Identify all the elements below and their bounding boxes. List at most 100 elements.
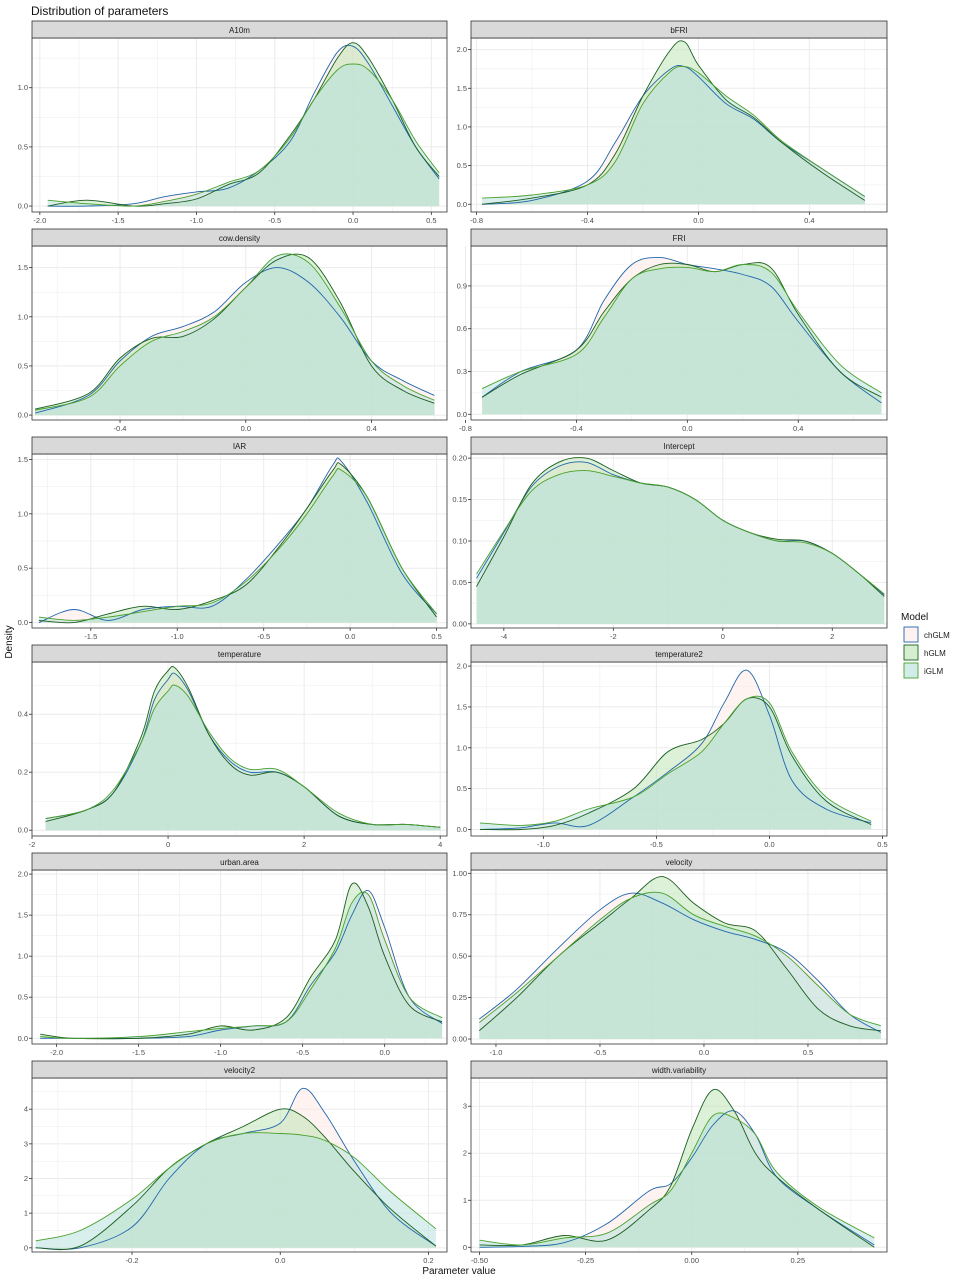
facet-strip-label: FRI [673,234,686,243]
legend-swatch [903,644,919,661]
density-area-iglm [482,264,882,415]
panel-urban-area: urban.area -2.0 -1.5 -1.0 -0.5 0.0 0.0 0.5 1.0 1.… [18,852,448,1057]
density-area-iglm [38,468,437,623]
facet-strip-label: bFRI [670,26,687,35]
density-layer [482,40,866,205]
y-tick-label: 1.0 [457,122,467,131]
y-tick-label: 0.0 [18,202,28,211]
y-tick-label: 0.10 [452,537,467,546]
density-layer [35,1087,437,1251]
facet-strip [31,20,448,39]
facet-panels: A10m -2.0 -1.5 -1.0 -0.5 0.0 0.5 0.0 0.5 1.0 bFRI -… [18,20,888,1265]
x-tick-label: -0.8 [459,424,472,433]
density-layer [476,457,885,624]
density-area-iglm [479,892,881,1039]
facet-strip-label: temperature2 [655,650,703,659]
density-line-iglm [34,253,435,411]
density-layer [479,876,882,1039]
density-line-chglm [35,1087,437,1250]
legend: Model chGLM hGLM iGLM [901,612,950,679]
y-tick-label: 0.0 [18,411,28,420]
x-tick-label: -0.25 [577,1256,594,1265]
facet-strip-label: IAR [233,442,247,451]
x-tick-label: 0.4 [804,216,814,225]
density-line-iglm [47,63,440,207]
x-tick-label: -1.0 [489,1048,502,1057]
x-tick-label: 0 [166,840,170,849]
legend-swatch [903,662,919,679]
panel-a10m: A10m -2.0 -1.5 -1.0 -0.5 0.0 0.5 0.0 0.5 1.0 [18,20,448,225]
density-layer [481,256,882,415]
x-tick-label: 2 [302,840,306,849]
y-tick-label: 1 [24,1209,28,1218]
y-tick-label: 0.75 [452,910,467,919]
density-layer [479,669,872,831]
legend-key-chglm: chGLM [903,626,950,643]
facet-strip-label: Intercept [663,442,695,451]
legend-title: Model [901,612,928,623]
chart-title: Distribution of parameters [31,4,168,18]
facet-strip-label: velocity2 [224,1066,256,1075]
x-tick-label: -0.5 [593,1048,606,1057]
density-area-iglm [35,253,435,416]
facet-strip [470,228,888,247]
y-tick-label: 0.00 [452,1035,467,1044]
y-tick-label: 1.0 [457,743,467,752]
density-line-iglm [479,891,881,1027]
panel-cow-density: cow.density -0.4 0.0 0.4 0.0 0.5 1.0 1.5 [18,228,448,433]
x-tick-label: -0.50 [471,1256,488,1265]
legend-label: iGLM [924,667,943,676]
density-area-iglm [476,470,885,624]
y-tick-label: 2 [463,1149,467,1158]
x-axis-title: Parameter value [422,1266,496,1277]
panel-temperature: temperature -2 0 2 4 0.0 0.2 0.4 [18,644,448,849]
y-tick-label: 0.0 [18,618,28,627]
y-tick-label: 0.2 [18,768,28,777]
legend-label: hGLM [924,649,946,658]
y-tick-label: 0.0 [457,410,467,419]
panel-velocity2: velocity2 -0.2 0.0 0.2 0 1 2 3 4 [24,1060,448,1265]
y-tick-label: 3 [24,1139,28,1148]
y-axis-title: Density [4,625,15,658]
density-line-hglm [479,1088,875,1248]
y-tick-label: 0.5 [457,161,467,170]
y-tick-label: 1.5 [18,911,28,920]
x-tick-label: 0.0 [699,1048,709,1057]
facet-strip-label: urban.area [220,858,259,867]
density-line-chglm [47,44,440,207]
y-tick-label: 0.0 [457,200,467,209]
y-tick-label: 1.0 [18,312,28,321]
y-tick-label: 1.5 [18,263,28,272]
x-tick-label: -1.5 [84,632,97,641]
density-line-iglm [479,695,872,826]
x-tick-label: 0.2 [423,1256,433,1265]
panel-width-variability: width.variability -0.50 -0.25 0.00 0.25 0 1 2 3 [463,1060,888,1265]
y-tick-label: 0.5 [18,993,28,1002]
facet-strip [31,228,448,247]
x-tick-label: 0.5 [803,1048,813,1057]
x-tick-label: -0.5 [650,840,663,849]
facet-strip [470,20,888,39]
legend-key-iglm: iGLM [903,662,943,679]
density-area-iglm [480,696,872,830]
x-tick-label: -0.8 [470,216,483,225]
x-tick-label: 0.0 [693,216,703,225]
y-tick-label: 1 [463,1196,467,1205]
y-tick-label: 1.0 [18,83,28,92]
density-line-hglm [481,262,882,398]
density-line-hglm [47,42,440,207]
density-line-hglm [35,1108,437,1251]
y-tick-label: 0 [24,1243,28,1252]
legend-key-hglm: hGLM [903,644,946,661]
x-tick-label: 0.0 [764,840,774,849]
y-tick-label: 2.0 [18,870,28,879]
x-tick-label: -2.0 [33,216,46,225]
y-tick-label: 3 [463,1102,467,1111]
density-area-iglm [40,891,443,1039]
facet-strip [470,644,888,663]
x-tick-label: 0.0 [348,216,358,225]
x-tick-label: -2.0 [50,1048,63,1057]
y-tick-label: 0.5 [18,361,28,370]
facet-strip [31,1060,448,1079]
